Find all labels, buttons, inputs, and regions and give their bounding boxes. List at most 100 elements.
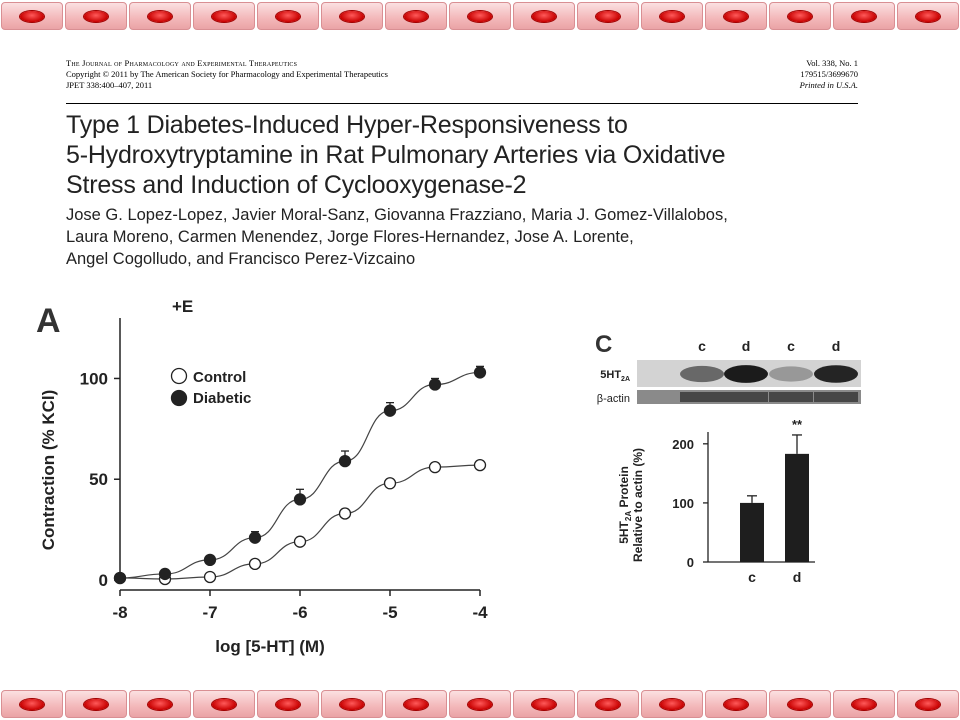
data-point-control bbox=[338, 507, 352, 520]
blot-lane-label: c bbox=[787, 338, 795, 354]
printed-in: Printed in U.S.A. bbox=[799, 80, 858, 90]
blot-band-5ht2a bbox=[680, 365, 724, 383]
author-line: Jose G. Lopez-Lopez, Javier Moral-Sanz, … bbox=[66, 206, 728, 224]
blot-band-actin bbox=[680, 392, 724, 402]
data-point-control bbox=[248, 557, 262, 571]
header-rule bbox=[66, 103, 858, 104]
paper-title: Type 1 Diabetes-Induced Hyper-Responsive… bbox=[66, 110, 866, 200]
blot-band-actin bbox=[724, 392, 768, 402]
x-tick-label: -6 bbox=[292, 603, 307, 622]
pill-icon bbox=[449, 2, 511, 30]
pill-icon bbox=[321, 690, 383, 718]
article-id: 179515/3699670 bbox=[800, 69, 858, 79]
bar-y-tick-label: 200 bbox=[672, 437, 694, 452]
pill-icon bbox=[641, 690, 703, 718]
legend-label-control: Control bbox=[193, 369, 246, 386]
blot-lane-label: c bbox=[698, 338, 706, 354]
bar-category-label: c bbox=[748, 569, 756, 585]
legend: Control Diabetic bbox=[170, 367, 251, 407]
pill-icon bbox=[897, 690, 959, 718]
blot-band-actin bbox=[769, 392, 813, 402]
bar-c bbox=[740, 502, 764, 562]
pill-icon bbox=[577, 2, 639, 30]
pill-icon bbox=[257, 2, 319, 30]
y-tick-label: 50 bbox=[89, 470, 108, 489]
data-point-diabetic bbox=[203, 553, 217, 566]
pill-icon bbox=[769, 2, 831, 30]
author-line: Angel Cogolludo, and Francisco Perez-Viz… bbox=[66, 250, 416, 268]
y-tick-label: 100 bbox=[80, 369, 108, 388]
title-line: 5-Hydroxytryptamine in Rat Pulmonary Art… bbox=[66, 141, 726, 169]
blot-band-5ht2a bbox=[769, 366, 813, 382]
pill-icon bbox=[1, 2, 63, 30]
pill-icon bbox=[321, 2, 383, 30]
data-point-control bbox=[293, 535, 307, 548]
x-axis-label: log [5-HT] (M) bbox=[215, 637, 325, 656]
title-line: Type 1 Diabetes-Induced Hyper-Responsive… bbox=[66, 111, 628, 139]
pill-icon bbox=[641, 2, 703, 30]
pill-icon bbox=[257, 690, 319, 718]
data-point-diabetic bbox=[248, 531, 262, 544]
pill-icon bbox=[833, 690, 895, 718]
pill-icon bbox=[833, 2, 895, 30]
data-point-diabetic bbox=[158, 567, 172, 581]
pill-icon bbox=[1, 690, 63, 718]
pill-icon bbox=[705, 2, 767, 30]
journal-name: The Journal of Pharmacology and Experime… bbox=[66, 58, 298, 68]
author-line: Laura Moreno, Carmen Menendez, Jorge Flo… bbox=[66, 228, 634, 246]
data-point-diabetic bbox=[293, 493, 307, 506]
blot-lane-label: d bbox=[832, 338, 841, 354]
legend-marker-diabetic bbox=[170, 389, 188, 407]
blot-band-5ht2a bbox=[724, 365, 768, 383]
bar-y-tick-label: 0 bbox=[687, 555, 694, 570]
pill-icon bbox=[513, 690, 575, 718]
blot-band-actin bbox=[814, 392, 858, 402]
fit-curve-control bbox=[119, 464, 481, 580]
panel-a-annotation: +E bbox=[172, 297, 193, 316]
data-point-control bbox=[473, 458, 487, 472]
citation-line: JPET 338:400–407, 2011 bbox=[66, 80, 153, 90]
bottom-decorative-border bbox=[0, 688, 960, 720]
x-tick-label: -4 bbox=[472, 603, 488, 622]
data-point-control bbox=[203, 570, 217, 584]
bar-d bbox=[785, 453, 809, 562]
data-point-control bbox=[428, 460, 442, 474]
data-point-diabetic bbox=[113, 571, 127, 585]
pill-icon bbox=[769, 690, 831, 718]
pill-icon bbox=[129, 690, 191, 718]
pill-icon bbox=[65, 690, 127, 718]
data-point-diabetic bbox=[473, 366, 487, 379]
x-tick-label: -5 bbox=[382, 603, 397, 622]
data-point-diabetic bbox=[383, 404, 397, 417]
title-line: Stress and Induction of Cyclooxygenase-2 bbox=[66, 171, 527, 199]
y-tick-label: 0 bbox=[99, 571, 108, 590]
blot-row-label-5ht2a: 5HT2A bbox=[600, 369, 630, 383]
pill-icon bbox=[385, 690, 447, 718]
pill-icon bbox=[897, 2, 959, 30]
bar-ylabel-line1: 5HT2A Protein bbox=[617, 466, 633, 544]
pill-icon bbox=[193, 690, 255, 718]
bar-category-label: d bbox=[793, 569, 802, 585]
pill-icon bbox=[513, 2, 575, 30]
pill-icon bbox=[449, 690, 511, 718]
legend-marker-control bbox=[170, 367, 188, 385]
panel-c-label: C bbox=[595, 331, 612, 358]
copyright-line: Copyright © 2011 by The American Society… bbox=[66, 69, 388, 79]
pill-icon bbox=[193, 2, 255, 30]
data-point-diabetic bbox=[428, 378, 442, 391]
pill-icon bbox=[129, 2, 191, 30]
pill-icon bbox=[385, 2, 447, 30]
pill-icon bbox=[577, 690, 639, 718]
bar-y-tick-label: 100 bbox=[672, 496, 694, 511]
legend-label-diabetic: Diabetic bbox=[193, 390, 251, 407]
data-point-diabetic bbox=[338, 454, 352, 468]
author-list: Jose G. Lopez-Lopez, Javier Moral-Sanz, … bbox=[66, 204, 886, 270]
volume-info: Vol. 338, No. 1 bbox=[806, 58, 858, 68]
x-tick-label: -7 bbox=[202, 603, 217, 622]
panel-a-chart: A +E Contraction (% KCl) log [5-HT] (M) … bbox=[36, 297, 488, 656]
blot-row-label-actin: β-actin bbox=[597, 393, 630, 405]
significance-marker: ** bbox=[792, 417, 803, 432]
pill-icon bbox=[65, 2, 127, 30]
blot-band-5ht2a bbox=[814, 365, 858, 383]
panel-a-label: A bbox=[36, 302, 61, 340]
